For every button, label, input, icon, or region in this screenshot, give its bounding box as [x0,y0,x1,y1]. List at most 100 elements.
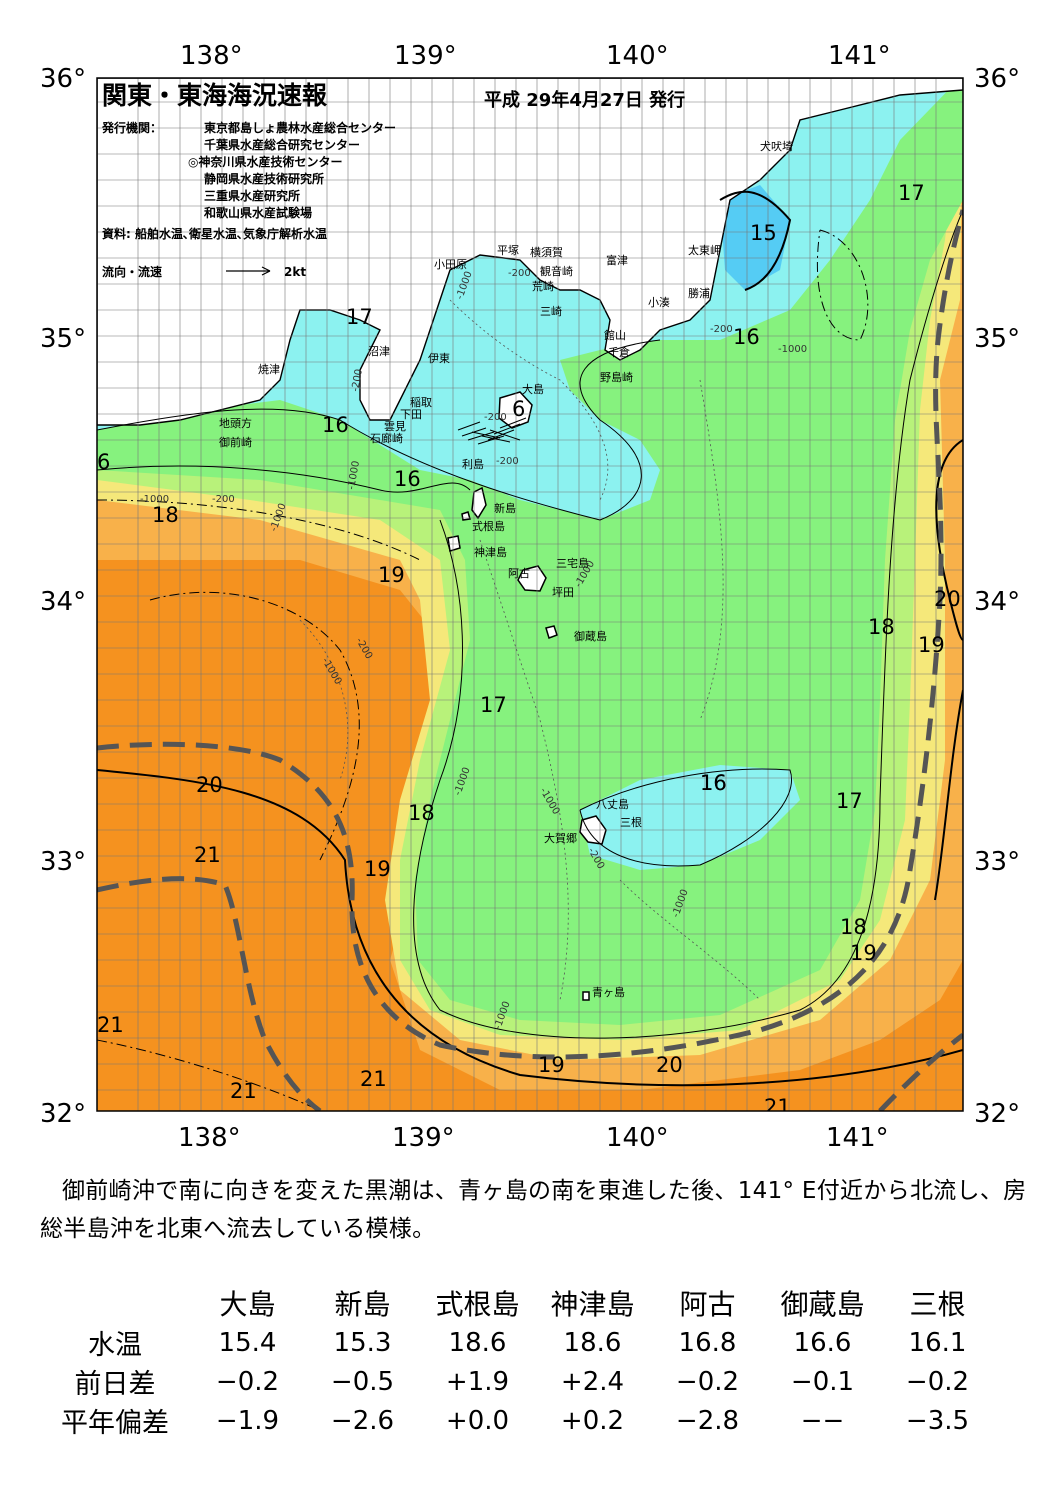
summary-body: 御前崎沖で南に向きを変えた黒潮は、青ヶ島の南を東進した後、141° E付近から北… [40,1178,1027,1242]
place-label: 平塚 [497,244,519,257]
row-label: 平年偏差 [61,1408,169,1439]
left-latitude-label: 33° [40,847,86,877]
isotherm-label: 17 [898,181,925,205]
bottom-longitude-label: 141° [826,1123,889,1153]
corner-cell [40,1283,190,1323]
isotherm-label: 19 [850,941,877,965]
station-header: 新島 [334,1288,391,1321]
graticule [97,78,963,1111]
place-label: 大島 [522,382,544,396]
place-label: 三宅島 [556,556,589,570]
axis-labels: 138° 139° 140° 141° 138° 139° 140° 141° … [40,41,1020,1153]
place-label: 坪田 [552,586,574,599]
place-label: 勝浦 [688,286,710,300]
top-longitude-label: 138° [180,41,243,71]
isotherm-label: 19 [918,633,945,657]
depth-label: -200 [350,368,365,392]
current-legend-scale: 2kt [284,265,306,279]
top-longitude-label: 139° [394,41,457,71]
publisher: 和歌山県水産試験場 [203,205,312,220]
table-header-row: 大島 新島 式根島 神津島 阿古 御蔵島 三根 [40,1283,995,1323]
station-header: 式根島 [435,1288,520,1321]
isotherm-label: 18 [840,915,867,939]
isotherm-label: 16 [733,325,760,349]
isotherm-label: 16 [700,771,727,795]
place-labels: 犬吠埼 太東岬 勝浦 小湊 富津 館山 千倉 野島崎 横須賀 観音崎 平塚 荒崎… [219,139,793,999]
top-longitude-label: 141° [828,41,891,71]
isotherm-label: 18 [868,615,895,639]
place-label: 三崎 [540,304,562,318]
place-label: 千倉 [608,345,630,359]
isotherm-label: 19 [538,1053,565,1077]
table-cell: −0.1 [790,1366,855,1397]
place-label: 地頭方 [219,416,252,430]
table-cell: −0.2 [215,1366,280,1397]
left-latitude-label: 34° [40,587,86,617]
table-cell: 16.8 [678,1327,737,1358]
isotherm-label: 17 [480,693,507,717]
bottom-longitude-label: 139° [392,1123,455,1153]
station-header: 三根 [909,1288,966,1321]
right-latitude-label: 35° [974,324,1020,354]
isotherm-label: 21 [194,843,221,867]
table-cell: −2.8 [675,1405,740,1436]
isotherm-label: 6 [97,450,110,474]
bottom-longitude-label: 140° [606,1123,669,1153]
isotherm-label: 17 [346,305,373,329]
isotherm-label: 20 [934,587,961,611]
island-aogashima [582,991,590,1001]
place-label: 神津島 [474,545,507,559]
isotherm-label: 20 [196,773,223,797]
island-niijima [471,486,487,520]
table-cell: −2.6 [330,1405,395,1436]
table-cell: 18.6 [448,1327,507,1358]
left-latitude-label: 35° [40,324,86,354]
place-label: 阿古 [508,567,530,580]
left-latitude-label: 32° [40,1099,86,1129]
table-cell: −0.2 [675,1366,740,1397]
place-label: 館山 [604,328,626,342]
table-cell: 15.4 [218,1327,277,1358]
isotherm-label: 21 [764,1095,791,1119]
depth-label: -200 [212,494,235,505]
island-shikinejima [461,511,471,521]
current-legend-arrow-icon [226,266,271,276]
place-label: 下田 [400,408,422,421]
place-label: 石廊崎 [370,431,403,445]
table-cell: −0.2 [905,1366,970,1397]
issue-date: 平成 29年4月27日 発行 [484,89,685,111]
isotherm-label: 21 [360,1067,387,1091]
depth-label: -1000 [140,494,169,505]
station-header: 御蔵島 [780,1288,865,1321]
table-cell: 16.6 [793,1327,852,1358]
publisher: 静岡県水産技術研究所 [204,171,324,186]
place-label: 富津 [606,253,628,267]
bottom-longitude-label: 138° [178,1123,241,1153]
station-header: 神津島 [550,1288,635,1321]
isotherm-label: 19 [364,857,391,881]
island-mikurajima [545,625,558,639]
isotherm-label: 18 [408,801,435,825]
table-cell: 15.3 [333,1327,392,1358]
table-cell: −− [800,1405,845,1436]
table-cell: 16.1 [908,1327,967,1358]
station-stats: 大島 新島 式根島 神津島 阿古 御蔵島 三根 水温 15.4 15.3 18.… [40,1283,1030,1440]
publisher: 千葉県水産総合研究センター [204,137,360,152]
row-label: 水温 [88,1330,142,1361]
place-label: 沼津 [368,344,390,358]
table-cell: 18.6 [563,1327,622,1358]
island-miyakejima [517,565,547,592]
place-label: 八丈島 [596,797,629,811]
publisher: 東京都島しょ農林水産総合センター [204,120,396,135]
station-header: 阿古 [679,1288,736,1321]
publisher: 三重県水産研究所 [204,188,300,203]
right-latitude-label: 34° [974,587,1020,617]
isotherm-label: 6 [512,397,525,421]
row-label: 前日差 [74,1369,156,1400]
table-cell: −1.9 [215,1405,280,1436]
isotherm-label: 18 [152,503,179,527]
place-label: 太東岬 [688,244,721,257]
table-cell: +0.2 [560,1405,625,1436]
publisher-label: 発行機関： [101,120,162,135]
depth-label: -1000 [778,344,807,355]
